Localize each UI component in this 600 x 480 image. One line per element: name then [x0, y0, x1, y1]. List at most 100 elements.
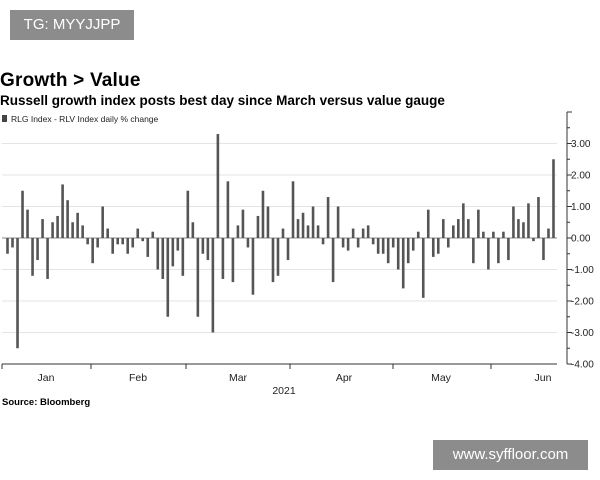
bar-5: [31, 238, 34, 276]
bar-39: [201, 238, 205, 254]
bar-82: [416, 231, 420, 238]
bar-76: [386, 238, 390, 264]
bar-series: [6, 134, 555, 349]
bar-29: [151, 231, 155, 238]
bar-20: [106, 228, 109, 238]
bar-51: [261, 190, 265, 238]
bar-46: [236, 225, 240, 238]
bar-3: [21, 190, 24, 238]
legend-swatch: [2, 115, 7, 122]
bar-86: [436, 238, 440, 254]
y-tick-label: -2.00: [571, 297, 594, 308]
bar-68: [346, 238, 350, 251]
bar-16: [86, 238, 89, 245]
x-tick-label: May: [431, 372, 452, 384]
bar-102: [517, 219, 520, 238]
y-tick-label: 0.00: [571, 234, 591, 245]
bar-96: [487, 238, 490, 270]
bar-55: [281, 228, 285, 238]
bar-75: [381, 238, 385, 254]
y-axis: 3.00 2.00 1.00 0.00 -1.00 -2.00 -3.00 -4.00: [566, 111, 594, 371]
bar-85: [431, 238, 435, 257]
bar-31: [161, 238, 165, 279]
bar-94: [477, 209, 480, 238]
bar-56: [286, 238, 290, 261]
bar-62: [316, 225, 320, 238]
bar-33: [171, 238, 175, 267]
bar-30: [156, 238, 160, 270]
bar-104: [527, 203, 530, 238]
bar-81: [411, 238, 415, 251]
bar-67: [341, 238, 345, 248]
bar-14: [76, 212, 79, 238]
bar-72: [366, 225, 370, 238]
bar-44: [226, 181, 230, 238]
bar-97: [492, 231, 495, 238]
bar-chart: RLG Index - RLV Index daily % change 3.0…: [1, 111, 594, 395]
y-tick-label: -1.00: [571, 265, 594, 276]
bar-17: [91, 238, 94, 264]
bar-40: [206, 238, 210, 261]
source-note: Source: Bloomberg: [2, 397, 91, 408]
bar-28: [146, 238, 150, 257]
bar-26: [136, 228, 140, 238]
bar-27: [141, 238, 145, 242]
bar-0: [6, 238, 9, 254]
y-tick-label: 2.00: [571, 171, 591, 182]
bar-45: [231, 238, 235, 283]
bar-34: [176, 238, 180, 251]
y-tick-label: -4.00: [571, 360, 594, 371]
bar-18: [96, 238, 99, 248]
bar-71: [361, 228, 365, 238]
bar-25: [131, 238, 135, 248]
x-tick-label: Apr: [336, 372, 353, 384]
bar-13: [71, 222, 74, 238]
bar-93: [472, 238, 475, 264]
bar-63: [321, 238, 325, 245]
bar-105: [532, 238, 535, 242]
bar-52: [266, 206, 270, 238]
bar-98: [497, 238, 500, 264]
bar-73: [371, 238, 375, 245]
bar-61: [311, 206, 315, 238]
bar-74: [376, 238, 380, 254]
bar-69: [351, 228, 355, 238]
bar-11: [61, 184, 64, 238]
bar-35: [181, 238, 185, 276]
bar-36: [186, 190, 190, 238]
bar-108: [547, 228, 550, 238]
bar-100: [507, 238, 510, 261]
bar-66: [336, 206, 340, 238]
bar-91: [462, 203, 465, 238]
bar-88: [447, 238, 450, 248]
bar-47: [241, 209, 245, 238]
bar-70: [356, 238, 360, 248]
bar-80: [406, 238, 410, 264]
legend-label: RLG Index - RLV Index daily % change: [11, 114, 159, 124]
bar-7: [41, 219, 44, 238]
bar-58: [296, 219, 300, 238]
bar-48: [246, 238, 250, 248]
bar-19: [101, 206, 104, 238]
bar-87: [441, 219, 445, 238]
bar-77: [391, 238, 395, 248]
bar-1: [11, 238, 14, 248]
bar-79: [401, 238, 405, 289]
bar-90: [457, 219, 460, 238]
bar-12: [66, 200, 69, 238]
bar-53: [271, 238, 275, 283]
bar-89: [452, 225, 455, 238]
x-axis: Jan Feb Mar Apr May Jun 2021: [1, 363, 557, 395]
chart-subheadline: Russell growth index posts best day sinc…: [0, 93, 445, 108]
y-tick-label: 3.00: [571, 139, 591, 150]
bar-42: [216, 134, 220, 238]
site-watermark-badge: www.syffloor.com: [433, 440, 588, 470]
bar-103: [522, 222, 525, 238]
bar-10: [56, 215, 59, 238]
bar-54: [276, 238, 280, 276]
y-tick-label: 1.00: [571, 202, 591, 213]
bar-22: [116, 238, 119, 245]
bar-109: [552, 159, 555, 238]
bar-2: [16, 238, 19, 349]
x-tick-label: Jan: [38, 372, 55, 384]
